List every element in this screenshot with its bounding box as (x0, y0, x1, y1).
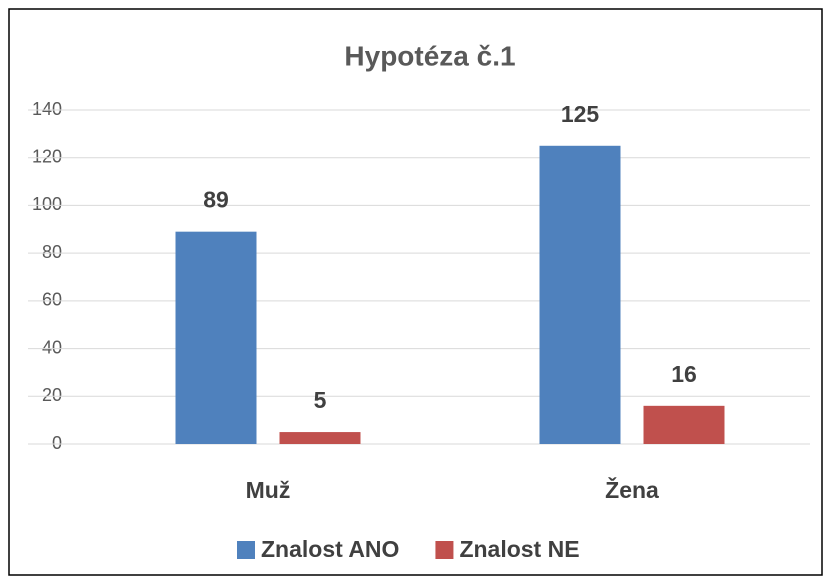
bar (643, 405, 725, 444)
bar (279, 432, 361, 444)
y-tick-label: 80 (42, 242, 62, 262)
chart-frame (8, 8, 823, 576)
bar (175, 231, 257, 444)
data-label: 125 (561, 101, 600, 127)
bar (539, 145, 621, 445)
x-tick-label: Muž (246, 477, 291, 503)
data-label: 16 (671, 361, 697, 387)
legend-swatch (237, 541, 255, 559)
y-tick-label: 120 (32, 146, 62, 166)
data-label: 5 (314, 387, 327, 413)
chart-title: Hypotéza č.1 (344, 40, 515, 71)
y-tick-label: 40 (42, 337, 62, 357)
legend-swatch (435, 541, 454, 559)
y-tick-label: 20 (42, 385, 62, 405)
y-tick-label: 0 (52, 433, 62, 453)
x-tick-label: Žena (605, 476, 659, 503)
legend-label: Znalost NE (459, 536, 579, 562)
y-tick-label: 100 (32, 194, 62, 214)
data-label: 89 (203, 187, 229, 213)
legend-label: Znalost ANO (261, 536, 399, 562)
y-tick-label: 60 (42, 290, 62, 310)
y-tick-label: 140 (32, 99, 62, 119)
